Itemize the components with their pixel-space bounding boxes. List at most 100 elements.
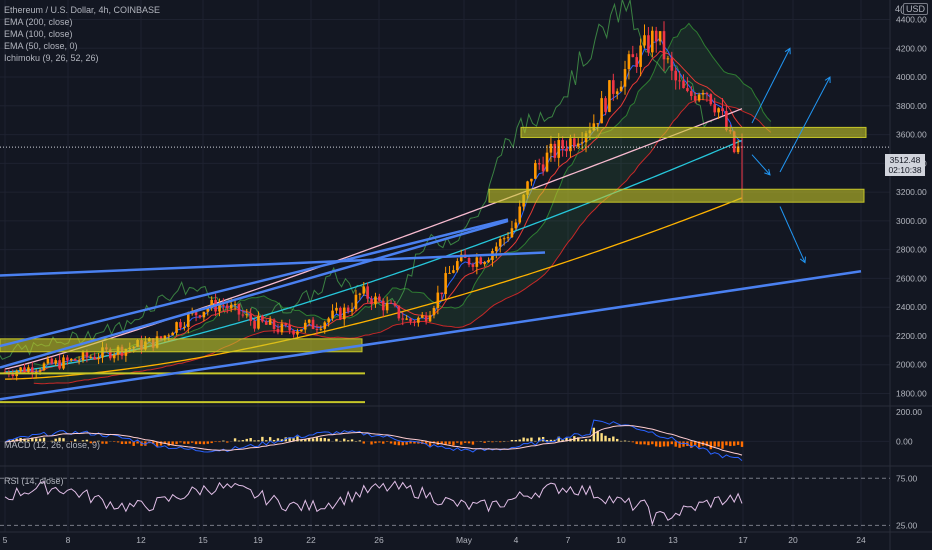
candle-body — [487, 260, 490, 263]
candle-body — [557, 140, 561, 158]
candle-body — [346, 307, 350, 312]
macd-histogram-bar — [265, 440, 268, 442]
macd-histogram-bar — [7, 439, 11, 442]
candle-body — [69, 358, 73, 361]
macd-signal-line — [4, 425, 743, 456]
ema100-label[interactable]: EMA (100, close) — [4, 29, 73, 39]
candle-body — [631, 54, 635, 58]
candle-body — [296, 331, 299, 335]
candle-body — [222, 304, 225, 306]
ema200-label[interactable]: EMA (200, close) — [4, 17, 73, 27]
candle-body — [537, 163, 541, 165]
candle-body — [366, 286, 369, 299]
macd-histogram-bar — [600, 433, 603, 442]
macd-histogram-bar — [261, 436, 264, 442]
macd-histogram-bar — [132, 441, 135, 446]
macd-histogram-bar — [733, 441, 736, 446]
scenario-arrow — [779, 206, 806, 263]
candle-body — [198, 315, 202, 318]
candle-body — [218, 304, 221, 312]
candle-body — [342, 307, 346, 320]
currency-label[interactable]: 4(USD — [895, 3, 928, 15]
candle-body — [417, 317, 420, 323]
candle-body — [11, 374, 15, 376]
candle-body — [284, 323, 288, 326]
macd-histogram-bar — [440, 441, 443, 444]
candle-body — [701, 92, 705, 95]
candle-body — [194, 311, 198, 316]
macd-histogram-bar — [276, 438, 280, 442]
candle-body — [651, 30, 654, 53]
rsi-title[interactable]: RSI (14, close) — [4, 476, 64, 486]
macd-histogram-bar — [608, 438, 611, 442]
candle-body — [23, 367, 26, 373]
candle-body — [381, 300, 385, 311]
macd-histogram-bar — [27, 439, 30, 442]
candle-body — [736, 146, 740, 153]
macd-histogram-bar — [120, 441, 124, 445]
macd-histogram-bar — [296, 436, 299, 442]
currency-badge[interactable]: USD — [902, 3, 928, 15]
candle-body — [276, 328, 280, 333]
price-tick-label: 3200.00 — [896, 187, 927, 197]
macd-histogram-bar — [635, 441, 638, 445]
candle-body — [58, 360, 61, 369]
candle-body — [518, 206, 522, 223]
candle-body — [46, 358, 50, 364]
candle-body — [249, 314, 252, 321]
trendline — [0, 219, 509, 369]
macd-histogram-bar — [580, 440, 584, 442]
price-tick-label: 1800.00 — [896, 388, 927, 398]
macd-histogram-bar — [655, 441, 658, 447]
scenario-arrow-head — [764, 168, 771, 176]
candle-body — [319, 328, 323, 330]
candle-body — [89, 357, 93, 359]
macd-histogram-bar — [382, 441, 385, 444]
symbol-title: Ethereum / U.S. Dollar, 4h, COINBASE — [4, 5, 161, 15]
candle-body — [339, 307, 342, 320]
macd-histogram-bar — [623, 440, 627, 442]
candle-body — [50, 358, 54, 364]
macd-histogram-bar — [210, 441, 213, 444]
candle-body — [233, 303, 237, 305]
candle-body — [428, 315, 432, 322]
candle-body — [549, 143, 553, 153]
candle-body — [580, 142, 584, 144]
macd-histogram-bar — [233, 438, 237, 442]
macd-histogram-bar — [658, 441, 662, 448]
candle-body — [237, 303, 241, 315]
macd-histogram-bar — [206, 441, 209, 444]
candle-body — [697, 94, 701, 101]
candle-body — [658, 31, 662, 42]
price-tick-label: 3800.00 — [896, 101, 927, 111]
macd-histogram-bar — [647, 441, 650, 446]
macd-histogram-bar — [709, 441, 713, 450]
macd-histogram-bar — [499, 441, 502, 443]
macd-histogram-bar — [315, 437, 319, 442]
candle-body — [183, 326, 186, 328]
ichimoku-label[interactable]: Ichimoku (9, 26, 52, 26) — [4, 53, 99, 63]
candle-body — [483, 262, 486, 265]
macd-histogram-bar — [444, 441, 447, 446]
candle-body — [510, 228, 514, 238]
support-zone — [520, 126, 867, 138]
macd-histogram-bar — [510, 439, 514, 442]
macd-title[interactable]: MACD (12, 26, close, 9) — [4, 440, 101, 450]
candle-body — [569, 138, 572, 152]
macd-histogram-bar — [452, 441, 455, 446]
candle-body — [732, 131, 736, 153]
candle-body — [725, 111, 728, 131]
ema50-label[interactable]: EMA (50, close, 0) — [4, 41, 78, 51]
macd-histogram-bar — [413, 441, 416, 444]
macd-histogram-bar — [218, 441, 221, 443]
macd-histogram-bar — [358, 440, 362, 442]
macd-histogram-bar — [557, 436, 560, 442]
candle-body — [303, 322, 307, 330]
scenario-arrow-head — [784, 47, 791, 55]
candle-body — [502, 238, 506, 240]
time-tick-label: 4 — [514, 535, 519, 545]
macd-histogram-bar — [54, 438, 57, 442]
time-tick-label: 13 — [668, 535, 678, 545]
price-tick-label: 2000.00 — [896, 360, 927, 370]
